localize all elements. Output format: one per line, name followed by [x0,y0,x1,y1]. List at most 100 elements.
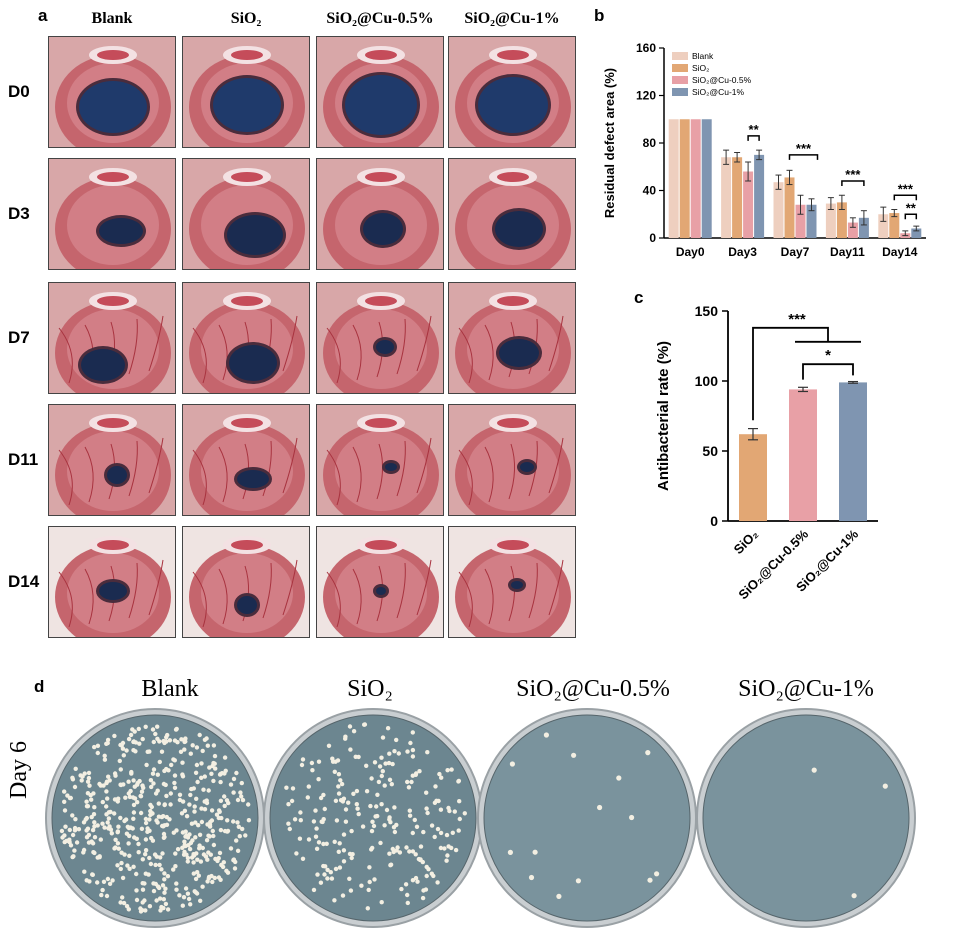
bacterial-colony [147,817,152,822]
blood-vessel [128,562,138,619]
bacterial-colony [371,823,377,829]
eye-photo-d14-0 [48,526,176,638]
bacterial-colony [150,771,156,776]
bacterial-colony [305,795,310,800]
bacterial-colony [343,819,349,824]
blood-vessel [548,437,564,494]
eye-ring-inner [231,50,263,60]
eye-ring-inner [231,540,263,550]
bacterial-colony [81,850,86,855]
blood-vessel [58,449,73,506]
bacterial-colony [107,778,112,783]
bacterial-colony [153,731,158,737]
eye-photo-drawing [317,527,443,637]
bacterial-colony [343,736,348,741]
bacterial-colony [118,900,123,905]
bacterial-colony [196,823,201,828]
bacterial-colony [432,834,437,840]
bacterial-colony [92,824,97,829]
bacterial-colony [172,773,178,778]
bacterial-colony [645,750,651,756]
bacterial-colony [157,862,162,868]
bacterial-colony [407,813,413,818]
bacterial-colony [112,771,118,776]
bacterial-colony [162,890,167,895]
eye-ring-inner [231,418,263,428]
blood-vessel [548,315,564,372]
blood-vessel [218,446,228,503]
eye-photo-d3-2 [316,158,444,270]
bacterial-colony [376,779,382,785]
y-axis-label: Antibacterial rate (%) [655,341,672,491]
bacterial-colony [151,888,157,894]
bacterial-colony [105,796,110,801]
bacterial-colony [348,747,353,752]
bacterial-colony [410,830,415,836]
bacterial-colony [175,847,181,852]
bacterial-colony [107,881,113,886]
bacterial-colony [165,907,171,912]
bacterial-colony [127,866,132,871]
bacterial-colony [172,780,177,786]
bacterial-colony [324,841,329,846]
bacterial-colony [197,846,202,851]
bacterial-colony [182,808,188,813]
bacterial-colony [171,830,176,835]
blood-vessel [192,327,207,384]
bacterial-colony [86,775,92,781]
bacterial-colony [314,826,319,831]
bacterial-colony [354,788,360,794]
bacterial-colony [68,843,74,848]
panel-c-letter: c [634,288,644,307]
bacterial-colony [231,790,236,795]
bacterial-colony [202,774,207,779]
bacterial-colony [212,753,218,759]
corneal-defect [81,349,125,381]
bacterial-colony [67,827,72,833]
bacterial-colony [151,739,156,745]
bacterial-colony [316,840,322,845]
legend-label: SiO₂ [692,63,709,73]
bacterial-colony [118,742,123,748]
bacterial-colony [92,744,97,750]
bacterial-colony [193,820,198,825]
eye-photo-d3-3 [448,158,576,270]
bacterial-colony [528,874,535,881]
bacterial-colony [388,862,394,867]
bacterial-colony [311,887,317,893]
bacterial-colony [104,789,109,794]
bacterial-colony [392,829,398,835]
bacterial-colony [139,789,145,794]
bacterial-colony [300,856,306,861]
bacterial-colony [145,826,150,831]
blood-vessel [192,449,207,506]
bacterial-colony [375,813,380,819]
bacterial-colony [208,852,213,857]
bacterial-colony [409,779,414,785]
eye-ring-inner [97,50,129,60]
bacterial-colony [62,799,67,804]
bacterial-colony [130,727,135,732]
bacterial-colony [140,736,145,742]
row-header-d14: D14 [8,572,40,591]
bacterial-colony [180,774,186,779]
bacterial-colony [187,846,193,852]
bacterial-colony [104,741,109,746]
bacterial-colony [180,799,186,804]
bar-day3-2 [743,171,754,238]
bacterial-colony [290,786,296,791]
bacterial-colony [174,726,179,732]
bacterial-colony [191,852,196,857]
bacterial-colony [341,832,347,837]
bacterial-colony [439,775,444,780]
significance-label: ** [906,200,917,215]
bacterial-colony [95,823,100,828]
bacterial-colony [150,811,155,816]
bacterial-colony [139,826,145,831]
bacterial-colony [150,727,156,732]
bacterial-colony [105,737,111,743]
blood-vessel [508,443,515,500]
bacterial-colony [210,879,215,885]
bacterial-colony [435,880,440,885]
bacterial-colony [171,867,176,872]
